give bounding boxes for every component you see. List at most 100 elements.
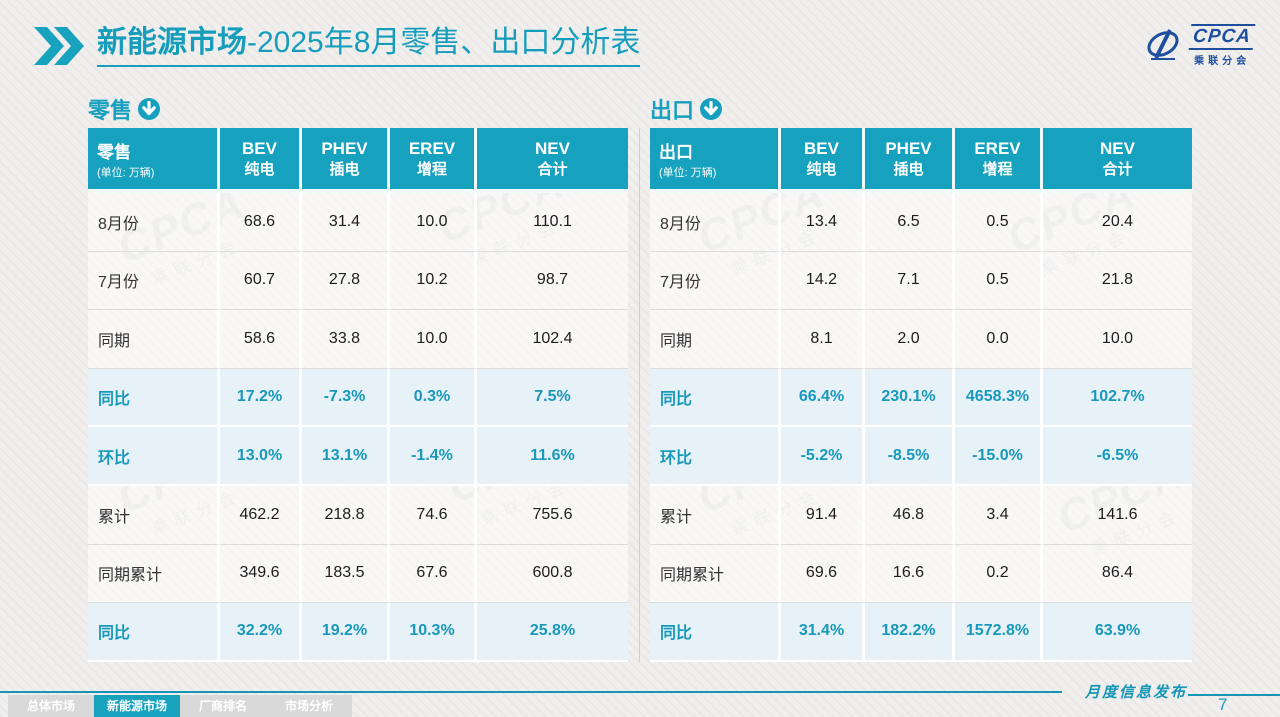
tables-divider [639,128,640,662]
cell-value: 19.2% [302,603,390,662]
cell-value: -15.0% [955,427,1043,486]
cell-value: 102.4 [477,310,628,369]
cell-value: 10.0 [390,193,477,252]
cell-value: 91.4 [781,485,865,545]
cell-value: 32.2% [220,603,302,662]
cell-value: 58.6 [220,310,302,369]
retail-table: 零售 (单位: 万辆) BEV 纯电 PHEV 插电 EREV 增程 NEV 合… [88,128,628,662]
cell-value: 63.9% [1043,603,1192,662]
row-label: 同期累计 [88,544,220,604]
tab-market-analysis[interactable]: 市场分析 [266,695,352,717]
bottom-nav-tabs: 总体市场 新能源市场 厂商排名 市场分析 [8,695,352,717]
cell-value: 16.6 [865,544,955,604]
cell-value: 17.2% [220,368,302,428]
cell-value: -8.5% [865,427,955,486]
cell-value: 13.0% [220,427,302,486]
column-header-nev: NEV 合计 [477,128,628,193]
cpca-logo-text: CPCA [1188,24,1256,50]
footer-rule-right [1188,694,1280,696]
cpca-swirl-icon [1147,29,1179,61]
tab-overall-market[interactable]: 总体市场 [8,695,94,717]
cell-value: 60.7 [220,251,302,311]
row-label: 同比 [650,368,781,428]
cell-value: 74.6 [390,485,477,545]
section-label-export: 出口 [650,93,723,125]
row-label: 8月份 [650,193,781,252]
cell-value: 0.2 [955,544,1043,604]
cell-value: 141.6 [1043,485,1192,545]
cell-value: 0.3% [390,368,477,428]
cell-value: 0.5 [955,193,1043,252]
export-table: 出口 (单位: 万辆) BEV 纯电 PHEV 插电 EREV 增程 NEV 合… [650,128,1192,662]
double-chevron-icon [34,27,84,66]
cell-value: 86.4 [1043,544,1192,604]
cell-value: 13.4 [781,193,865,252]
cell-value: 67.6 [390,544,477,604]
cpca-logo-subtitle: 乘联分会 [1194,55,1251,67]
cell-value: 2.0 [865,310,955,369]
cell-value: 31.4 [302,193,390,252]
cpca-logo: CPCA 乘联分会 [1143,24,1256,67]
page-number: 7 [1218,695,1228,714]
cell-value: -7.3% [302,368,390,428]
cell-value: 66.4% [781,368,865,428]
section-label-retail: 零售 [88,93,161,125]
export-header-title: 出口 [659,142,693,162]
cell-value: 20.4 [1043,193,1192,252]
publish-label: 月度信息发布 [1085,683,1188,701]
row-label: 同比 [650,603,781,662]
cell-value: -1.4% [390,427,477,486]
cell-value: 13.1% [302,427,390,486]
cell-value: 3.4 [955,485,1043,545]
tab-nev-market[interactable]: 新能源市场 [94,695,180,717]
page-title-highlight: 新能源市场 [97,26,247,59]
cell-value: 7.1 [865,251,955,311]
row-label: 8月份 [88,193,220,252]
row-label: 同期 [650,310,781,369]
cell-value: 14.2 [781,251,865,311]
column-header-nev: NEV 合计 [1043,128,1192,193]
cell-value: 4658.3% [955,368,1043,428]
cell-value: 7.5% [477,368,628,428]
cell-value: 27.8 [302,251,390,311]
row-label: 同期累计 [650,544,781,604]
cell-value: 110.1 [477,193,628,252]
row-label: 累计 [650,485,781,545]
cell-value: 98.7 [477,251,628,311]
column-header-erev: EREV 增程 [955,128,1043,193]
cell-value: 0.0 [955,310,1043,369]
cell-value: -5.2% [781,427,865,486]
down-arrow-circle-icon [138,98,161,120]
page-title: 新能源市场-2025年8月零售、出口分析表 [97,26,641,67]
row-label: 7月份 [88,251,220,311]
row-label: 7月份 [650,251,781,311]
cell-value: 6.5 [865,193,955,252]
row-label: 同期 [88,310,220,369]
export-label-text: 出口 [650,98,695,123]
column-header-bev: BEV 纯电 [781,128,865,193]
cell-value: 183.5 [302,544,390,604]
cell-value: 10.0 [390,310,477,369]
row-label: 环比 [88,427,220,486]
cell-value: 755.6 [477,485,628,545]
cell-value: 25.8% [477,603,628,662]
cell-value: 0.5 [955,251,1043,311]
cell-value: 10.0 [1043,310,1192,369]
row-label: 累计 [88,485,220,545]
retail-header-unit: (单位: 万辆) [97,166,155,179]
cell-value: 69.6 [781,544,865,604]
cell-value: 11.6% [477,427,628,486]
cell-value: 462.2 [220,485,302,545]
export-header-title-cell: 出口 (单位: 万辆) [650,128,781,193]
cell-value: 46.8 [865,485,955,545]
page-title-rest: -2025年8月零售、出口分析表 [247,26,641,59]
cell-value: 1572.8% [955,603,1043,662]
column-header-phev: PHEV 插电 [302,128,390,193]
cell-value: 10.2 [390,251,477,311]
cell-value: 182.2% [865,603,955,662]
cell-value: 600.8 [477,544,628,604]
tab-manufacturer-ranking[interactable]: 厂商排名 [180,695,266,717]
column-header-bev: BEV 纯电 [220,128,302,193]
cell-value: 349.6 [220,544,302,604]
cell-value: 68.6 [220,193,302,252]
